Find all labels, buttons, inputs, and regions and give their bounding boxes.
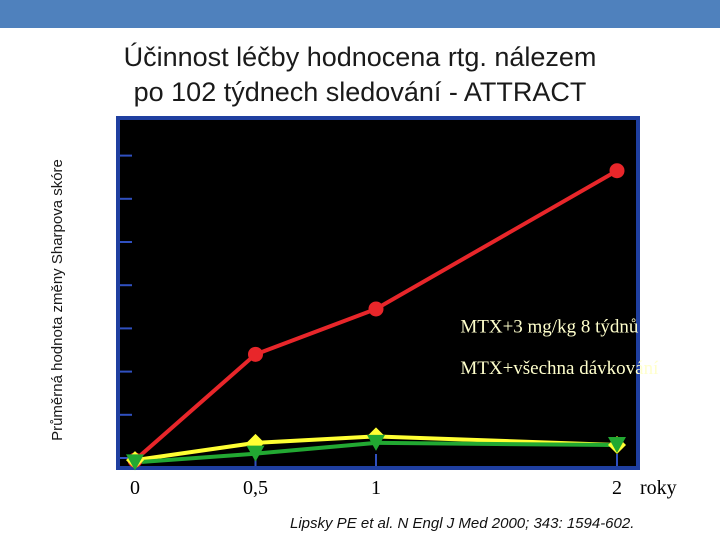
series-markers xyxy=(126,163,626,471)
title-line-1: Účinnost léčby hodnocena rtg. nálezem xyxy=(123,42,597,72)
point-red-2 xyxy=(368,301,384,317)
y-tick-label-5: 10 xyxy=(86,232,106,254)
annotation-0: MTX+3 mg/kg 8 týdnů xyxy=(460,317,639,338)
point-red-3 xyxy=(609,163,625,179)
y-tick-label-4: 8 xyxy=(96,275,106,297)
y-tick-label-2: 4 xyxy=(96,362,106,384)
series-line-yellow xyxy=(134,434,618,463)
y-tick-label-3: 6 xyxy=(96,318,106,340)
slide-title: Účinnost léčby hodnocena rtg. nálezem po… xyxy=(40,40,680,110)
point-green-3 xyxy=(608,437,626,454)
x-tick-label-2: 1 xyxy=(371,477,381,499)
annotations: MTX+3 mg/kg 8 týdnů MTX+všechna dávkování xyxy=(460,317,659,379)
title-line-2: po 102 týdnech sledování - ATTRACT xyxy=(133,77,587,107)
point-green-2 xyxy=(367,434,385,451)
y-tick-label-6: 12 xyxy=(86,189,106,211)
x-tick-label-0: 0 xyxy=(130,477,140,499)
x-axis-label: roky xyxy=(640,477,677,499)
citation: Lipsky PE et al. N Engl J Med 2000; 343:… xyxy=(290,515,635,532)
x-tick-label-3: 2 xyxy=(612,477,622,499)
annotation-1: MTX+všechna dávkování xyxy=(460,358,659,379)
point-green-1 xyxy=(246,445,265,462)
series-line-green xyxy=(134,440,618,465)
y-tick-label-1: 2 xyxy=(96,405,106,427)
point-green-0 xyxy=(126,454,144,471)
series-line-red xyxy=(133,168,618,462)
x-tick-label-1: 0,5 xyxy=(243,477,268,499)
y-tick-label-7: 14 xyxy=(86,146,106,168)
plot-area xyxy=(116,116,640,470)
y-tick-label-0: 0 xyxy=(96,448,106,470)
point-red-1 xyxy=(248,346,263,362)
series-lines xyxy=(133,168,618,465)
top-accent-bar xyxy=(0,0,720,28)
